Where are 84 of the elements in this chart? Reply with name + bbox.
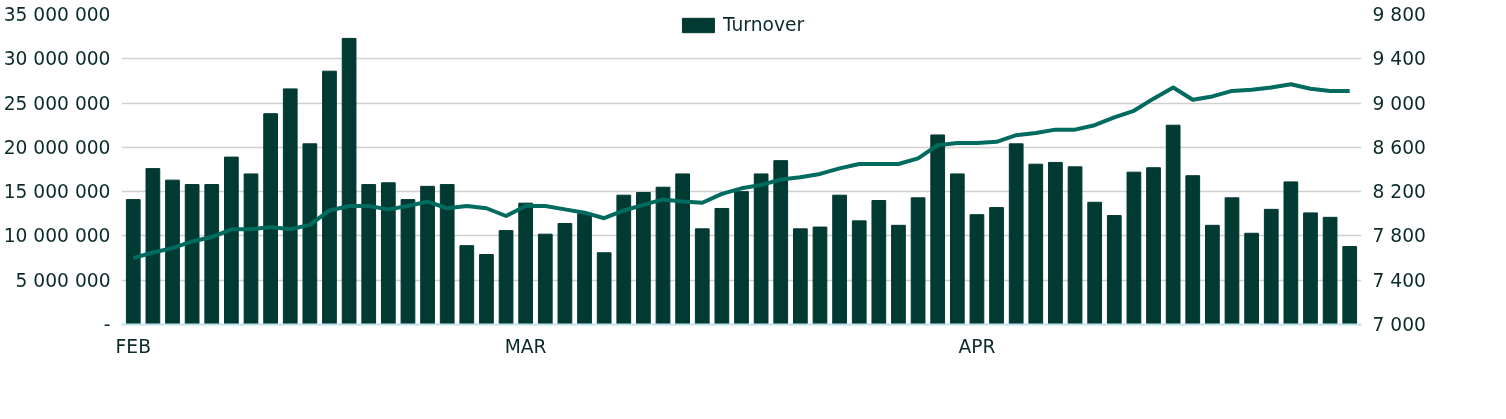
y2-tick-label: 8 200 (1372, 181, 1426, 203)
bar (792, 228, 808, 325)
bar (734, 191, 749, 325)
bar (675, 173, 691, 325)
bar (322, 70, 337, 325)
bar (263, 113, 278, 325)
y2-tick-label: 7 000 (1372, 314, 1426, 335)
y2-tick-label: 9 400 (1372, 48, 1426, 70)
bar (1126, 171, 1142, 325)
bar (1342, 246, 1358, 325)
bar (439, 184, 455, 325)
bar (1067, 166, 1083, 325)
bar (184, 184, 200, 325)
bar (832, 194, 847, 325)
y2-tick-label: 7 400 (1372, 269, 1426, 291)
bar (891, 224, 906, 325)
bar (1205, 224, 1220, 325)
y-tick-label: - (103, 314, 111, 335)
bar (949, 173, 965, 325)
bar (871, 200, 887, 325)
bar (224, 156, 239, 325)
bar (636, 192, 651, 325)
bar (989, 207, 1004, 325)
bar (714, 207, 730, 325)
bar (1146, 167, 1161, 325)
legend-label: Turnover (722, 14, 805, 35)
bar (694, 228, 710, 325)
bar (400, 199, 416, 325)
bar (243, 173, 259, 325)
y2-tick-label: 7 800 (1372, 225, 1426, 247)
bar (1283, 181, 1299, 325)
bar (1322, 216, 1338, 325)
bar (930, 134, 946, 325)
bar (1303, 212, 1318, 325)
y2-tick-label: 9 800 (1372, 4, 1426, 25)
y2-tick-label: 8 600 (1372, 136, 1426, 158)
bar (557, 223, 573, 325)
bar (361, 184, 377, 325)
bar (498, 230, 514, 325)
bar (420, 185, 435, 325)
bar (616, 194, 632, 325)
y-tick-label: 10 000 000 (3, 225, 111, 247)
bar (753, 173, 769, 325)
bar (380, 182, 396, 325)
y-tick-label: 5 000 000 (15, 269, 111, 291)
bar (1106, 215, 1122, 325)
bar (1263, 208, 1279, 325)
bar (518, 202, 534, 325)
bar (302, 143, 318, 325)
y2-tick-label: 9 000 (1372, 92, 1426, 114)
bar (145, 168, 161, 325)
y-tick-label: 15 000 000 (3, 181, 111, 203)
y-tick-label: 25 000 000 (3, 92, 111, 114)
y-tick-label: 35 000 000 (3, 4, 111, 25)
bar (773, 160, 789, 325)
bar (1008, 143, 1024, 325)
bar (577, 213, 592, 325)
bar (1165, 124, 1181, 325)
bar (655, 186, 671, 325)
x-tick-label: FEB (115, 335, 151, 357)
bar (1224, 197, 1240, 325)
bar (1087, 201, 1103, 325)
bar (910, 197, 926, 325)
bar (459, 245, 475, 325)
bar (479, 254, 494, 325)
bar (282, 88, 298, 325)
bar (1028, 163, 1044, 325)
bar (1185, 175, 1201, 325)
bar (812, 226, 828, 325)
bar (165, 179, 180, 325)
bar (341, 37, 357, 325)
bar (125, 199, 141, 325)
bar (851, 220, 867, 325)
bar (1244, 232, 1259, 325)
y-tick-label: 20 000 000 (3, 136, 111, 158)
bar (969, 214, 985, 325)
bar (204, 184, 220, 325)
line-series (131, 82, 1352, 261)
bar (596, 252, 612, 325)
x-tick-label: MAR (504, 335, 547, 357)
bar (1048, 161, 1063, 325)
bar (537, 233, 553, 325)
x-tick-label: APR (958, 335, 996, 357)
y-tick-label: 30 000 000 (3, 48, 111, 70)
